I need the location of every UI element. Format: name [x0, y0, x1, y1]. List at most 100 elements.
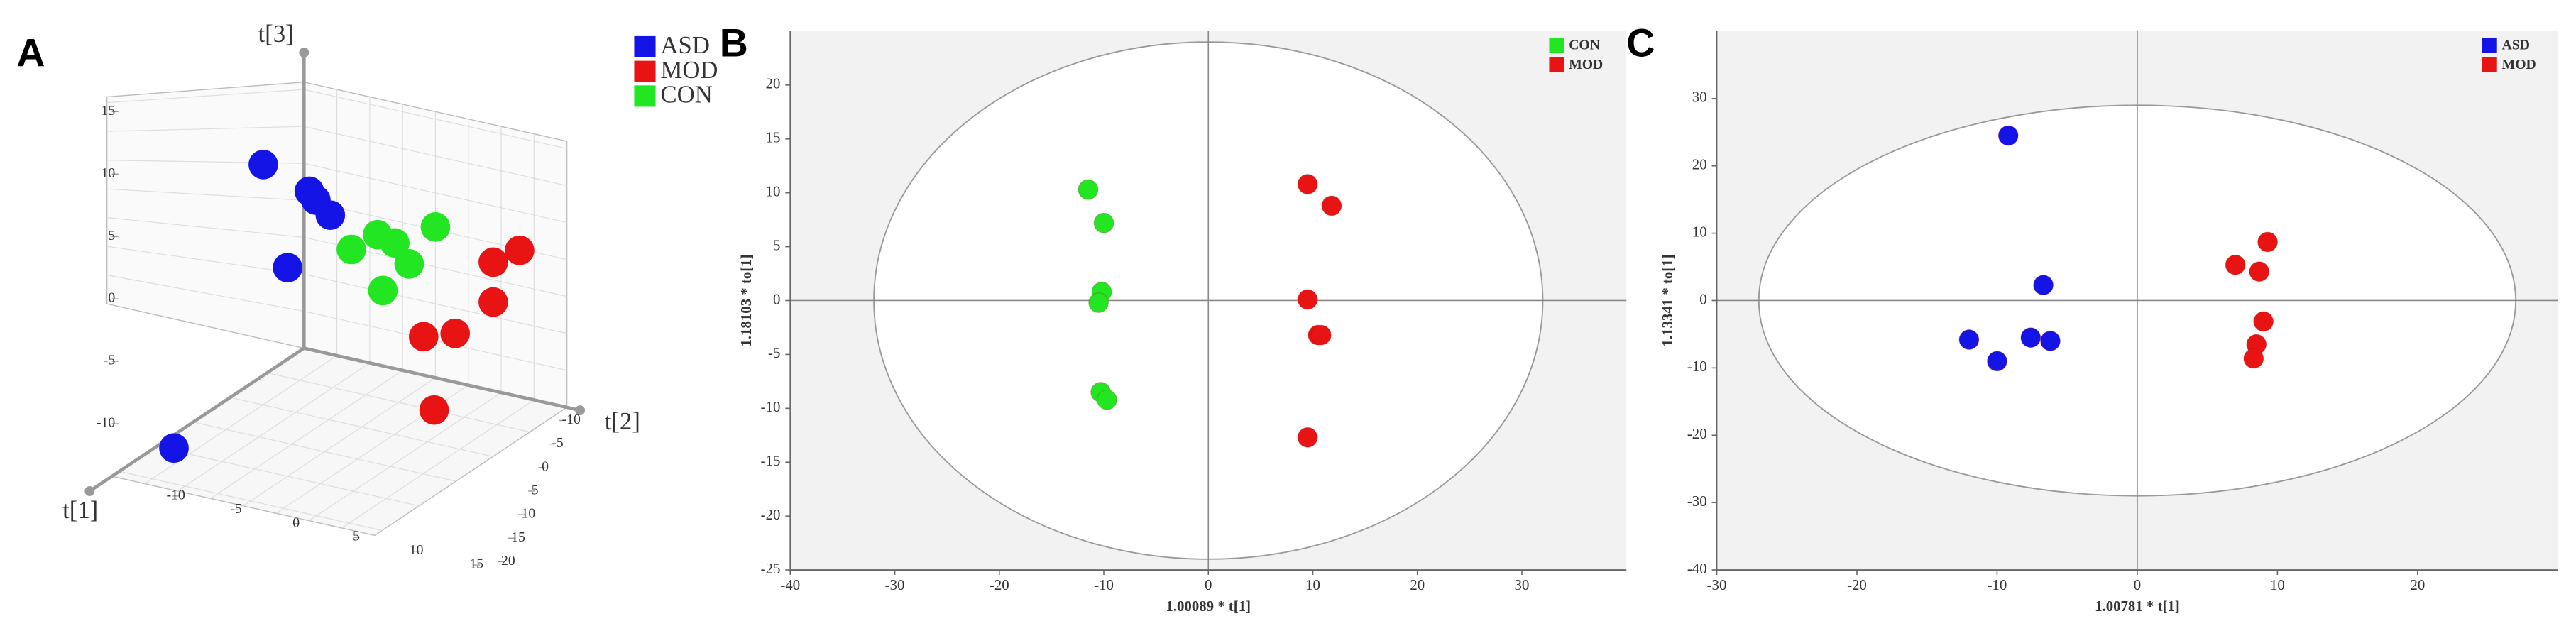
y-tick-label: 10	[1692, 223, 1707, 240]
x-tick-label: 0	[2134, 576, 2141, 593]
point	[248, 150, 278, 180]
point	[380, 228, 410, 258]
x-tick-label: 0	[542, 458, 549, 474]
x-tick-label: 10	[1305, 576, 1320, 593]
panel-label: A	[16, 31, 45, 75]
y-tick-label: 0	[773, 290, 780, 307]
x-axis-label: 1.00781 * t[1]	[2095, 598, 2180, 615]
y-axis-label: 1.18103 * to[1]	[738, 254, 755, 346]
point	[159, 433, 189, 463]
point	[440, 318, 471, 348]
point	[408, 322, 439, 352]
point	[1297, 174, 1318, 195]
x-tick-label: 5	[532, 482, 539, 498]
axis-arrowhead	[299, 48, 309, 57]
z-tick-label: -5	[104, 353, 116, 368]
axis-arrowhead	[575, 405, 586, 416]
point	[2020, 327, 2041, 348]
y-tick-label: -30	[1687, 493, 1707, 510]
point	[1096, 389, 1117, 410]
z-tick-label: 15	[102, 103, 116, 119]
point	[2033, 275, 2054, 296]
panel-scatter: -40 -30 -20 -10 0 10 20 30 -25 -20 -15 -10 -5 0 5 10 15 2…	[720, 21, 1627, 615]
floor-mesh	[243, 377, 436, 507]
floor-mesh	[267, 372, 530, 433]
x-axis-label: 1.00089 * t[1]	[1166, 598, 1251, 615]
x-tick-label: 30	[1515, 576, 1530, 593]
panel-scatter: -30 -20 -10 0 10 20-40-30-20-1001020301.00781…	[1626, 21, 2558, 615]
y-tick-label: 5	[773, 236, 780, 253]
floor-mesh	[341, 400, 535, 529]
floor-mesh	[308, 392, 502, 522]
y-tick-label: 10	[766, 182, 781, 199]
y-tick-label: -25	[761, 560, 781, 577]
z-tick-label: 0	[108, 290, 115, 306]
x-tick-label: 20	[1410, 576, 1425, 593]
legend-swatch	[634, 35, 656, 57]
z-tick-label: 10	[102, 165, 116, 181]
y-tick-label: -15	[761, 452, 781, 469]
legend-label: MOD	[1569, 57, 1603, 72]
y-tick-label: 15	[766, 129, 781, 146]
y-tick-label: -20	[761, 506, 781, 523]
panel-3d: t[1]t[2]t[3]-10-5051015-10-5051015-10-50…	[16, 20, 718, 572]
point	[1088, 292, 1109, 313]
y-tick-label: 20	[1692, 156, 1707, 173]
point	[1986, 351, 2007, 372]
point	[2249, 261, 2270, 282]
point	[1321, 195, 1342, 216]
y-tick-label: 0	[1699, 290, 1706, 307]
legend-swatch	[634, 60, 656, 82]
x-tick-label: -20	[1847, 576, 1867, 593]
legend-label: MOD	[660, 56, 718, 84]
y-tick-label: -20	[1687, 425, 1707, 442]
y-tick-label: -10	[761, 398, 781, 415]
y-axis-label: 1.13341 * to[1]	[1659, 254, 1676, 346]
point	[1297, 289, 1318, 310]
x-tick-label: -20	[990, 576, 1009, 593]
legend-label: CON	[660, 81, 712, 109]
legend-swatch	[634, 85, 656, 107]
axis-label: t[1]	[62, 496, 98, 524]
axis-line	[303, 346, 581, 412]
point	[1310, 324, 1332, 346]
x-tick-label: -40	[780, 576, 800, 593]
point	[273, 253, 302, 282]
point	[505, 235, 535, 265]
panel-label: B	[720, 21, 748, 65]
legend-label: ASD	[660, 31, 709, 59]
floor-mesh	[155, 446, 420, 507]
point	[315, 200, 346, 230]
legend-label: ASD	[2502, 37, 2530, 53]
z-tick-label: 5	[108, 228, 115, 243]
x-tick-label: -30	[885, 576, 905, 593]
legend-swatch	[1549, 38, 1564, 53]
axis-line	[89, 346, 305, 493]
x-tick-label: 0	[1205, 576, 1212, 593]
x-tick-label: -30	[1707, 576, 1727, 593]
y-tick-label: -5	[768, 344, 780, 361]
legend-swatch	[2482, 57, 2497, 72]
x-tick-label: 10	[2270, 576, 2285, 593]
point	[394, 249, 424, 279]
y-tick-label: -5	[230, 501, 242, 517]
floor-mesh	[119, 471, 383, 532]
point	[2225, 254, 2246, 275]
point	[2040, 330, 2061, 351]
point	[368, 275, 398, 306]
point	[1958, 329, 1980, 350]
point	[1997, 125, 2019, 146]
point	[1093, 212, 1114, 233]
legend-label: MOD	[2502, 57, 2536, 72]
x-tick-label: 15	[511, 529, 525, 545]
point	[419, 395, 449, 425]
z-tick-label: -10	[97, 415, 115, 431]
y-tick-label: 30	[1692, 89, 1707, 106]
legend-swatch	[2482, 38, 2497, 53]
point	[478, 287, 508, 317]
x-tick-label: 20	[501, 553, 515, 568]
panel-label: C	[1626, 21, 1655, 65]
x-tick-label: 10	[522, 506, 536, 522]
y-tick-label: 0	[292, 515, 300, 530]
